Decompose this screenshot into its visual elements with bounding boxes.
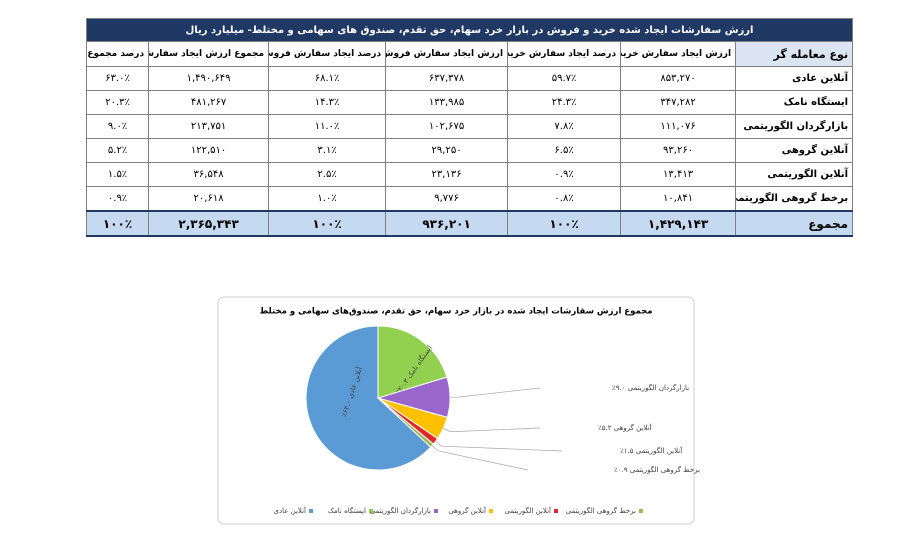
legend-label: ایستگاه نامک bbox=[328, 506, 366, 515]
cell: ۳۶,۵۴۸ bbox=[148, 162, 270, 187]
total-row: مجموع ۱,۴۲۹,۱۴۳ ۱۰۰٪ ۹۳۶,۲۰۱ ۱۰۰٪ ۲,۳۶۵,۳۴۳ ۱۰… bbox=[85, 210, 854, 237]
leader-line bbox=[435, 441, 563, 452]
cell: ۵۹.۷٪ bbox=[507, 66, 622, 91]
cell: ۲۳,۱۳۶ bbox=[385, 162, 509, 187]
legend-label: بازارگردان الگوریتمی bbox=[370, 506, 431, 515]
row-label: مجموع bbox=[735, 210, 854, 237]
cell: ۱.۵٪ bbox=[85, 162, 150, 187]
cell: ۱۰,۸۴۱ bbox=[620, 186, 737, 212]
data-label: برخط گروهی الگوریتمی ۰.۹٪ bbox=[614, 465, 700, 474]
row-label: برخط گروهی الگوریتمی bbox=[735, 186, 854, 212]
legend-marker bbox=[369, 509, 373, 513]
cell: ۹۳,۲۶۰ bbox=[620, 138, 737, 163]
cell: ۹,۷۷۶ bbox=[385, 186, 509, 212]
legend-label: آنلاین گروهی bbox=[448, 506, 487, 515]
legend-label: آنلاین عادی bbox=[274, 506, 308, 515]
row-label: آنلاین الگوریتمی bbox=[735, 162, 854, 187]
cell: ۰.۹٪ bbox=[507, 162, 622, 187]
cell: ارزش ایجاد سفارش فروش bbox=[385, 41, 509, 67]
chart-frame bbox=[217, 296, 695, 525]
data-label: آنلاین گروهی ۵.۲٪ bbox=[598, 423, 652, 432]
data-label: آنلاین الگوریتمی ۱.۵٪ bbox=[620, 446, 683, 455]
cell: ۶۳.۰٪ bbox=[85, 66, 150, 91]
table-row: برخط گروهی الگوریتمی ۱۰,۸۴۱ ۰.۸٪ ۹,۷۷۶ ۱.۰٪ ۲… bbox=[85, 186, 854, 212]
legend-label: آنلاین الگوریتمی bbox=[505, 506, 553, 515]
chart-title: مجموع ارزش سفارشات ایجاد شده در بازار خر… bbox=[259, 307, 652, 317]
legend-marker bbox=[309, 509, 313, 513]
leader-line bbox=[443, 427, 541, 433]
leader-line bbox=[449, 387, 541, 398]
table-title: ارزش سفارشات ایجاد شده خرید و فروش در با… bbox=[85, 18, 854, 42]
cell: ۶۸.۱٪ bbox=[268, 66, 387, 91]
row-label: آنلاین عادی bbox=[735, 66, 854, 91]
data-label: بازارگردان الگوریتمی ۹.۰٪ bbox=[612, 383, 689, 392]
cell: ۲.۵٪ bbox=[268, 162, 387, 187]
legend-marker bbox=[489, 509, 493, 513]
cell: ۲,۳۶۵,۳۴۳ bbox=[148, 210, 270, 237]
cell: ۱۴.۳٪ bbox=[268, 90, 387, 115]
table-row: آنلاین عادی ۸۵۳,۲۷۰ ۵۹.۷٪ ۶۳۷,۳۷۸ ۶۸.۱٪ ۱,۴۹۰… bbox=[85, 66, 854, 91]
cell: ۸۵۳,۲۷۰ bbox=[620, 66, 737, 91]
cell: ۱۳۳,۹۸۵ bbox=[385, 90, 509, 115]
row-label: بازارگردان الگوریتمی bbox=[735, 114, 854, 139]
row-label: ایستگاه نامک bbox=[735, 90, 854, 115]
cell: ۱۳,۴۱۳ bbox=[620, 162, 737, 187]
table-row: ایستگاه نامک ۳۴۷,۲۸۲ ۲۴.۳٪ ۱۳۳,۹۸۵ ۱۴.۳٪ ۴۸۱,… bbox=[85, 90, 854, 115]
legend-marker bbox=[639, 509, 643, 513]
pie-slice bbox=[377, 325, 448, 399]
cell: ۰.۹٪ bbox=[85, 186, 150, 212]
legend-marker bbox=[434, 509, 438, 513]
cell: ۷.۸٪ bbox=[507, 114, 622, 139]
row-label: آنلاین گروهی bbox=[735, 138, 854, 163]
cell: ۱,۴۲۹,۱۴۳ bbox=[620, 210, 737, 237]
cell: ۱۰۰٪ bbox=[85, 210, 150, 237]
leader-line bbox=[431, 445, 529, 471]
cell: ۲۰,۶۱۸ bbox=[148, 186, 270, 212]
cell: ۱۰۰٪ bbox=[268, 210, 387, 237]
legend-marker bbox=[554, 509, 558, 513]
cell: ۹۳۶,۲۰۱ bbox=[385, 210, 509, 237]
legend-label: برخط گروهی الگوریتمی bbox=[566, 506, 636, 515]
pie-slice bbox=[305, 325, 432, 471]
cell: ۱۰۰٪ bbox=[507, 210, 622, 237]
data-table: ارزش سفارشات ایجاد شده خرید و فروش در با… bbox=[85, 18, 854, 237]
header-row: نوع معامله گر ارزش ایجاد سفارش خرید درصد ا… bbox=[85, 41, 854, 67]
table-row: آنلاین الگوریتمی ۱۳,۴۱۳ ۰.۹٪ ۲۳,۱۳۶ ۲.۵٪ ۳۶,۵… bbox=[85, 162, 854, 187]
cell: ۰.۸٪ bbox=[507, 186, 622, 212]
cell: ۶.۵٪ bbox=[507, 138, 622, 163]
cell: ۹.۰٪ bbox=[85, 114, 150, 139]
cell: ۱,۴۹۰,۶۴۹ bbox=[148, 66, 270, 91]
cell: درصد ایجاد سفارش خرید bbox=[507, 41, 622, 67]
